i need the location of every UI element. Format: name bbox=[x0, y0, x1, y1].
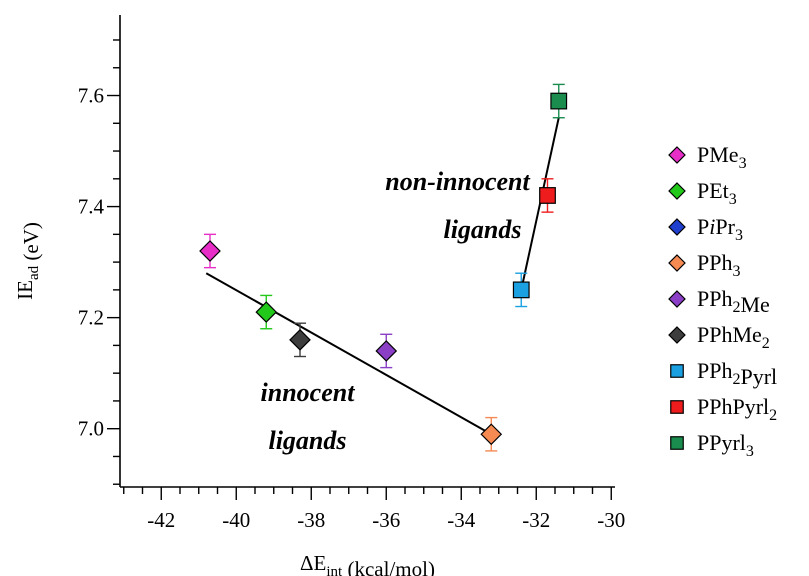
data-point bbox=[539, 178, 556, 213]
legend-marker bbox=[668, 326, 686, 344]
legend-item: PiPr3 bbox=[668, 214, 743, 244]
annotation-text: innocent bbox=[261, 378, 356, 407]
legend-item: PMe3 bbox=[668, 142, 747, 172]
legend-marker bbox=[670, 364, 684, 378]
legend-marker bbox=[670, 436, 684, 450]
data-point bbox=[199, 233, 221, 269]
label-subscript: 3 bbox=[746, 443, 754, 460]
label-italic: i bbox=[709, 214, 715, 239]
plot-area: -42 -40 -38 -36 -34 -32 -30 7.0 7.2 7.4 7.6 non-i… bbox=[78, 15, 625, 532]
x-tick-label: -36 bbox=[372, 508, 400, 532]
legend-item: PEt3 bbox=[668, 178, 737, 208]
label-subscript: ad bbox=[26, 265, 42, 280]
data-point bbox=[289, 322, 311, 358]
label-subscript: 2 bbox=[732, 299, 740, 316]
label-part: PPh bbox=[697, 358, 732, 383]
legend-item: PPh3 bbox=[668, 250, 740, 280]
label-subscript: 2 bbox=[732, 371, 740, 388]
legend-label: PMe3 bbox=[697, 142, 747, 172]
data-marker bbox=[550, 92, 568, 110]
x-tick-label: -42 bbox=[147, 508, 175, 532]
label-subscript: 3 bbox=[735, 227, 743, 244]
x-tick-label: -38 bbox=[297, 508, 325, 532]
legend-item: PPyrl3 bbox=[670, 430, 754, 460]
data-point bbox=[480, 416, 503, 452]
legend-label: PPh3 bbox=[697, 250, 740, 280]
x-axis-ticks: -42 -40 -38 -36 -34 -32 -30 bbox=[123, 487, 625, 532]
legend-marker bbox=[668, 290, 686, 308]
legend-label: PPhMe2 bbox=[697, 322, 770, 352]
label-part: PPh bbox=[697, 250, 732, 275]
legend-item: PPh2Pyrl bbox=[670, 358, 777, 389]
label-part: Pyrl bbox=[740, 364, 777, 389]
label-subscript: 2 bbox=[762, 335, 770, 352]
fit-lines bbox=[205, 117, 560, 436]
label-subscript: int bbox=[326, 564, 343, 576]
label-subscript: 3 bbox=[732, 263, 740, 280]
annotations: non-innocent ligands innocent ligands bbox=[261, 167, 531, 455]
data-point bbox=[512, 272, 530, 308]
label-part: PPhPyrl bbox=[697, 394, 769, 419]
label-part: ΔE bbox=[300, 551, 326, 575]
legend-label: PPh2Me bbox=[697, 286, 770, 317]
legend-item: PPhPyrl2 bbox=[670, 394, 777, 424]
legend-marker bbox=[668, 218, 686, 236]
y-tick-label: 7.0 bbox=[78, 417, 104, 441]
legend-item: PPhMe2 bbox=[668, 322, 770, 352]
data-marker bbox=[539, 187, 556, 204]
data-marker bbox=[255, 301, 278, 323]
data-point bbox=[550, 83, 568, 119]
y-axis-title: IEad (eV) bbox=[13, 222, 43, 300]
label-part: Me bbox=[740, 292, 769, 317]
label-part: (eV) bbox=[19, 222, 43, 266]
legend-label: PEt3 bbox=[697, 178, 737, 208]
y-tick-label: 7.6 bbox=[78, 84, 104, 108]
data-marker bbox=[480, 423, 503, 446]
data-points bbox=[199, 83, 568, 452]
legend-marker bbox=[668, 146, 686, 164]
annotation-text: ligands bbox=[268, 426, 346, 455]
legend-marker bbox=[668, 254, 686, 272]
data-point bbox=[375, 333, 398, 369]
data-marker bbox=[199, 240, 221, 262]
data-marker bbox=[375, 340, 398, 362]
label-part: PMe bbox=[697, 142, 739, 167]
legend-label: PiPr3 bbox=[697, 214, 743, 244]
label-subscript: 2 bbox=[769, 407, 777, 424]
data-marker bbox=[512, 281, 530, 299]
y-tick-label: 7.2 bbox=[78, 306, 104, 330]
legend-label: PPyrl3 bbox=[697, 430, 754, 460]
data-point bbox=[255, 294, 278, 330]
label-subscript: 3 bbox=[729, 191, 737, 208]
x-axis-title: ΔEint (kcal/mol) bbox=[300, 551, 435, 576]
annotation-text: ligands bbox=[443, 215, 521, 244]
y-tick-label: 7.4 bbox=[78, 195, 105, 219]
label-part: PPh bbox=[697, 286, 732, 311]
legend-label: PPhPyrl2 bbox=[697, 394, 777, 424]
label-subscript: 3 bbox=[739, 155, 747, 172]
label-part: (kcal/mol) bbox=[342, 557, 435, 576]
x-tick-label: -30 bbox=[597, 508, 625, 532]
annotation-text: non-innocent bbox=[385, 167, 530, 196]
legend-item: PPh2Me bbox=[668, 286, 770, 317]
label-part: PPyrl bbox=[697, 430, 746, 455]
x-tick-label: -34 bbox=[447, 508, 475, 532]
label-part: PEt bbox=[697, 178, 729, 203]
label-part: IE bbox=[13, 280, 37, 300]
y-axis-ticks: 7.0 7.2 7.4 7.6 bbox=[78, 39, 120, 485]
label-part: P bbox=[697, 214, 709, 239]
label-part: PPhMe bbox=[697, 322, 762, 347]
data-marker bbox=[289, 328, 311, 351]
legend-marker bbox=[670, 400, 684, 414]
x-tick-label: -32 bbox=[522, 508, 550, 532]
label-part: Pr bbox=[715, 214, 735, 239]
legend-label: PPh2Pyrl bbox=[697, 358, 777, 389]
x-tick-label: -40 bbox=[222, 508, 250, 532]
legend-marker bbox=[668, 182, 686, 200]
legend: PMe3PEt3PiPr3PPh3PPh2MePPhMe2PPh2PyrlPPh… bbox=[668, 142, 777, 460]
fit-line-innocent bbox=[205, 272, 492, 436]
